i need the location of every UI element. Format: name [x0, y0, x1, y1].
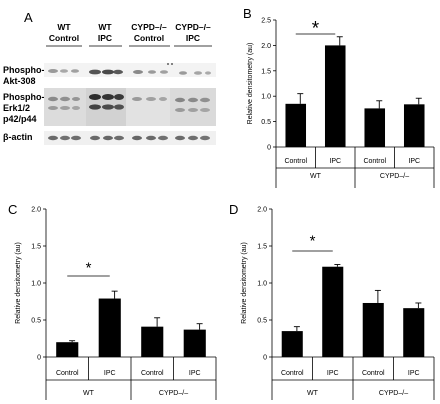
x-category-label: Control	[56, 370, 79, 377]
bar-chart-d: D 0 0.5 1.0 1.5 2.0 Relative densitometry (au)…	[229, 202, 435, 400]
blot-column-headers: WT Control WT IPC CYPD–/– Control CYPD–/…	[49, 22, 211, 43]
y-tick-label: 2.0	[261, 43, 271, 50]
bar-chart-c: C 0 0.5 1.0 1.5 2.0 Relative densitometry (au)…	[8, 202, 217, 400]
x-category-label: IPC	[408, 158, 420, 165]
panel-letter-a: A	[24, 10, 33, 25]
x-category-label: Control	[363, 158, 386, 165]
bar	[141, 326, 164, 357]
bar	[56, 342, 79, 357]
blot-col-4-line1: CYPD–/–	[175, 22, 211, 32]
bar	[324, 45, 346, 147]
x-group-label: WT	[310, 173, 322, 180]
panel-letter-b: B	[243, 6, 252, 21]
blot-akt-strip	[44, 63, 216, 77]
x-category-label: IPC	[104, 370, 116, 377]
x-group-label: CYPD–/–	[380, 173, 409, 180]
bar	[281, 331, 303, 357]
x-category-label: Control	[284, 158, 307, 165]
y-tick-label: 2.0	[257, 207, 267, 214]
x-category-label: Control	[281, 370, 304, 377]
y-axis-label: Relative densitometry (au)	[15, 242, 22, 324]
x-category-label: IPC	[408, 370, 420, 377]
panel-letter-c: C	[8, 202, 17, 217]
significance-star: *	[312, 18, 320, 39]
x-category-label: IPC	[189, 370, 201, 377]
blot-col-1-line1: WT	[57, 22, 71, 32]
row-label-akt-2: Akt-308	[3, 76, 36, 86]
y-axis-label: Relative densitometry (au)	[247, 43, 254, 125]
x-group-label: CYPD–/–	[159, 390, 188, 397]
y-tick-label: 1.5	[261, 68, 271, 75]
x-group-label: CYPD–/–	[379, 390, 408, 397]
blot-erk-strip	[44, 88, 216, 126]
blot-col-3-line1: CYPD–/–	[131, 22, 167, 32]
y-tick-label: 1.0	[31, 281, 41, 288]
x-group-label: WT	[83, 390, 95, 397]
x-category-label: Control	[362, 370, 385, 377]
blot-col-3-line2: Control	[134, 33, 164, 43]
blot-col-4-line2: IPC	[186, 33, 200, 43]
y-axis-label: Relative densitometry (au)	[241, 242, 248, 324]
blot-col-2-line1: WT	[98, 22, 112, 32]
bar	[183, 329, 206, 357]
blot-actin-strip	[44, 131, 216, 145]
y-tick-label: 0	[263, 355, 267, 362]
bar	[98, 298, 121, 357]
blot-row-labels: Phospho- Akt-308 Phospho- Erk1/2 p42/p44…	[3, 65, 45, 142]
bar	[322, 266, 344, 357]
blot-col-1-line2: Control	[49, 33, 79, 43]
row-label-actin: β-actin	[3, 132, 33, 142]
y-tick-label: 0.5	[261, 119, 271, 126]
y-tick-label: 1.0	[257, 281, 267, 288]
y-tick-label: 0	[267, 145, 271, 152]
row-label-erk-3: p42/p44	[3, 114, 37, 124]
significance-star: *	[86, 259, 92, 276]
x-group-label: WT	[307, 390, 319, 397]
y-tick-label: 1.0	[261, 94, 271, 101]
x-category-label: IPC	[329, 158, 341, 165]
bar	[362, 302, 384, 357]
bar	[364, 108, 386, 147]
bar	[285, 103, 307, 147]
blot-col-2-line2: IPC	[98, 33, 112, 43]
y-tick-label: 0.5	[257, 318, 267, 325]
bar-chart-b: B 0 0.5 1.0 1.5 2.0 2.5 Relative densitometry (…	[243, 6, 435, 188]
bar	[403, 104, 425, 147]
row-label-erk-1: Phospho-	[3, 92, 45, 102]
y-tick-label: 1.5	[31, 244, 41, 251]
x-category-label: IPC	[327, 370, 339, 377]
x-category-label: Control	[141, 370, 164, 377]
panel-letter-d: D	[229, 202, 238, 217]
y-tick-label: 1.5	[257, 244, 267, 251]
row-label-akt-1: Phospho-	[3, 65, 45, 75]
y-tick-label: 2.0	[31, 207, 41, 214]
bar	[403, 308, 425, 357]
significance-star: *	[310, 232, 316, 249]
western-blot-panel: A WT Control WT IPC CYPD–/– Control CYPD…	[3, 10, 216, 145]
y-tick-label: 2.5	[261, 18, 271, 25]
row-label-erk-2: Erk1/2	[3, 103, 30, 113]
y-tick-label: 0	[37, 355, 41, 362]
y-tick-label: 0.5	[31, 318, 41, 325]
